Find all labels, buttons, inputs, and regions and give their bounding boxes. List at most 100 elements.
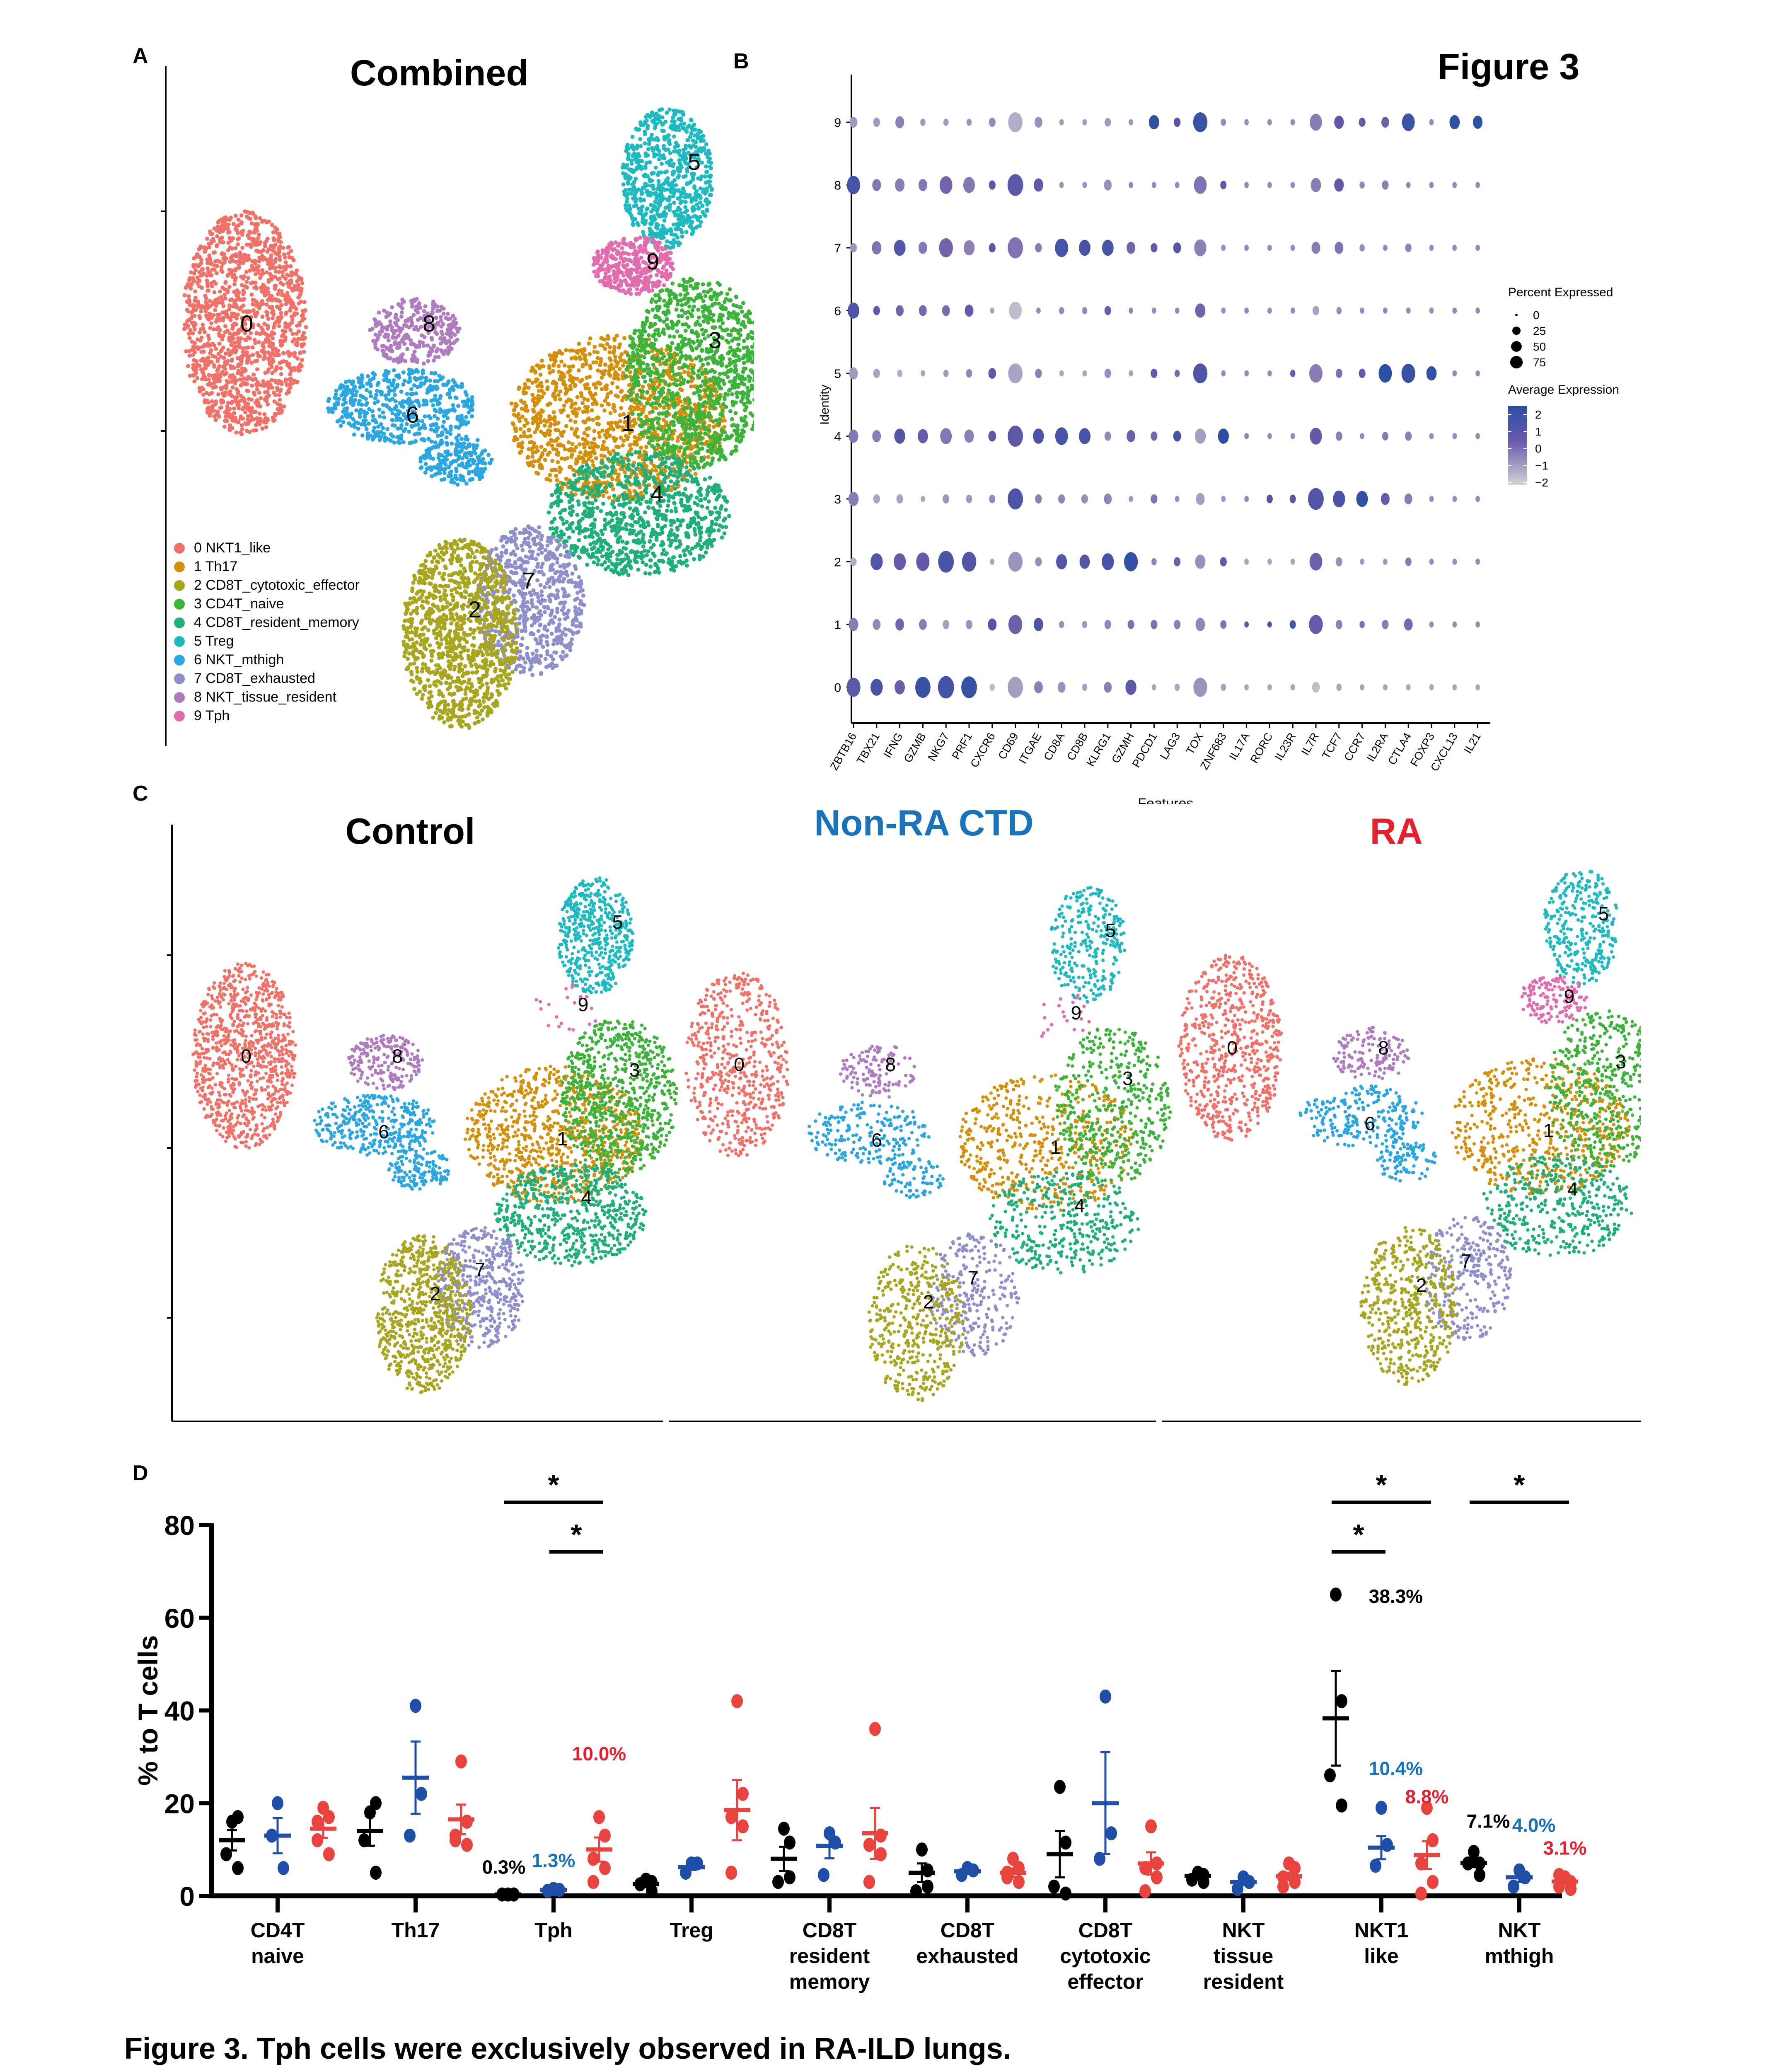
dot — [1082, 370, 1087, 377]
legend-label: 4 CD8T_resident_memory — [194, 615, 359, 631]
dot — [1059, 119, 1064, 126]
percent-annotation: 0.3% — [482, 1857, 526, 1878]
dot — [1267, 182, 1272, 188]
panel-letter-d: D — [133, 1461, 148, 1486]
umap-cluster-9 — [534, 983, 597, 1032]
dot — [1426, 366, 1437, 381]
dot — [1105, 118, 1111, 127]
x-tick-label: tissue — [1214, 1944, 1274, 1968]
dot — [873, 117, 880, 127]
umap-cluster-0 — [182, 209, 308, 436]
dot — [1312, 682, 1320, 693]
dot — [1175, 182, 1180, 188]
dot — [1289, 494, 1296, 503]
data-point — [737, 1786, 749, 1801]
data-point — [922, 1863, 933, 1878]
dot — [1381, 116, 1389, 128]
dot — [1289, 620, 1296, 629]
cluster-label-1: 1 — [1543, 1120, 1554, 1141]
dot — [1035, 116, 1042, 128]
dot — [1221, 307, 1226, 314]
dot — [1429, 621, 1434, 628]
dot — [1356, 491, 1368, 507]
dot — [849, 116, 858, 128]
data-point — [404, 1828, 416, 1843]
dot — [916, 552, 930, 571]
umap-nonra-title: Non-RA CTD — [737, 802, 1110, 844]
cluster-label-8: 8 — [885, 1054, 896, 1075]
dot — [1290, 244, 1295, 251]
dot — [1173, 431, 1181, 442]
dot — [1359, 621, 1365, 628]
cluster-label-2: 2 — [468, 596, 481, 622]
data-point — [455, 1754, 467, 1769]
data-point — [370, 1796, 382, 1811]
dot — [1033, 428, 1044, 444]
cluster-label-2: 2 — [430, 1283, 441, 1304]
dot — [850, 243, 857, 253]
dot — [1152, 684, 1156, 690]
dot — [1383, 244, 1388, 251]
percent-annotation: 4.0% — [1512, 1814, 1556, 1836]
legend-item: 2 CD8T_cytotoxic_effector — [174, 576, 360, 595]
feature-tick-label: TOX — [1184, 731, 1206, 757]
dot — [988, 368, 996, 379]
data-point — [599, 1861, 611, 1875]
legend-item: 1 Th17 — [174, 557, 360, 576]
data-point — [232, 1861, 244, 1875]
umap-cluster-8 — [839, 1044, 916, 1099]
dot — [1244, 559, 1249, 565]
dot — [1429, 433, 1434, 439]
dot — [1104, 179, 1112, 191]
umap-cluster-4 — [493, 1162, 648, 1268]
umap-cluster-8 — [1332, 1026, 1410, 1080]
data-point — [1289, 1861, 1301, 1875]
dot — [1244, 370, 1249, 377]
dot — [873, 619, 881, 630]
feature-tick-label: LAG3 — [1158, 731, 1183, 762]
y-tick-label: 40 — [164, 1696, 195, 1726]
dot — [1151, 558, 1157, 566]
data-point — [410, 1699, 421, 1713]
dot — [1452, 244, 1457, 251]
dot — [1007, 174, 1023, 196]
dot — [1195, 554, 1206, 569]
data-point — [1105, 1826, 1117, 1840]
umap-ra-title: RA — [1309, 810, 1483, 852]
legend-item: 7 CD8T_exhausted — [174, 669, 360, 688]
x-tick-label: Tph — [534, 1919, 573, 1942]
umap-cluster-3 — [1054, 1027, 1172, 1183]
color-legend-label: −2 — [1535, 476, 1548, 489]
dot — [1312, 306, 1320, 315]
dot — [1033, 178, 1043, 192]
dot — [1055, 238, 1069, 257]
dot — [915, 677, 931, 698]
dot — [1104, 682, 1112, 693]
cluster-label-7: 7 — [522, 567, 535, 593]
feature-tick-label: IL23R — [1272, 731, 1298, 762]
dot — [1193, 678, 1207, 697]
legend-item: 5 Treg — [174, 632, 360, 651]
x-tick-label: memory — [789, 1970, 870, 1993]
dot — [1383, 559, 1388, 565]
umap-cluster-5 — [557, 876, 635, 995]
dot — [1359, 244, 1365, 252]
umap-control-title: Control — [298, 810, 522, 852]
dot — [1079, 554, 1090, 569]
data-point — [778, 1821, 790, 1836]
legend-item: 0 NKT1_like — [174, 539, 360, 557]
dot — [1452, 182, 1457, 188]
dot — [965, 304, 974, 317]
cluster-label-9: 9 — [1071, 1002, 1082, 1024]
dot — [963, 177, 975, 193]
feature-tick-label: IL21 — [1462, 731, 1483, 756]
data-point — [731, 1694, 743, 1709]
umap-cluster-1 — [1451, 1057, 1631, 1196]
dot — [1244, 119, 1249, 126]
dot — [1056, 554, 1067, 569]
dot — [1149, 115, 1159, 130]
x-tick-label: like — [1364, 1944, 1398, 1968]
legend-swatch — [174, 561, 185, 572]
dot — [1008, 552, 1023, 572]
dot — [1193, 112, 1208, 132]
